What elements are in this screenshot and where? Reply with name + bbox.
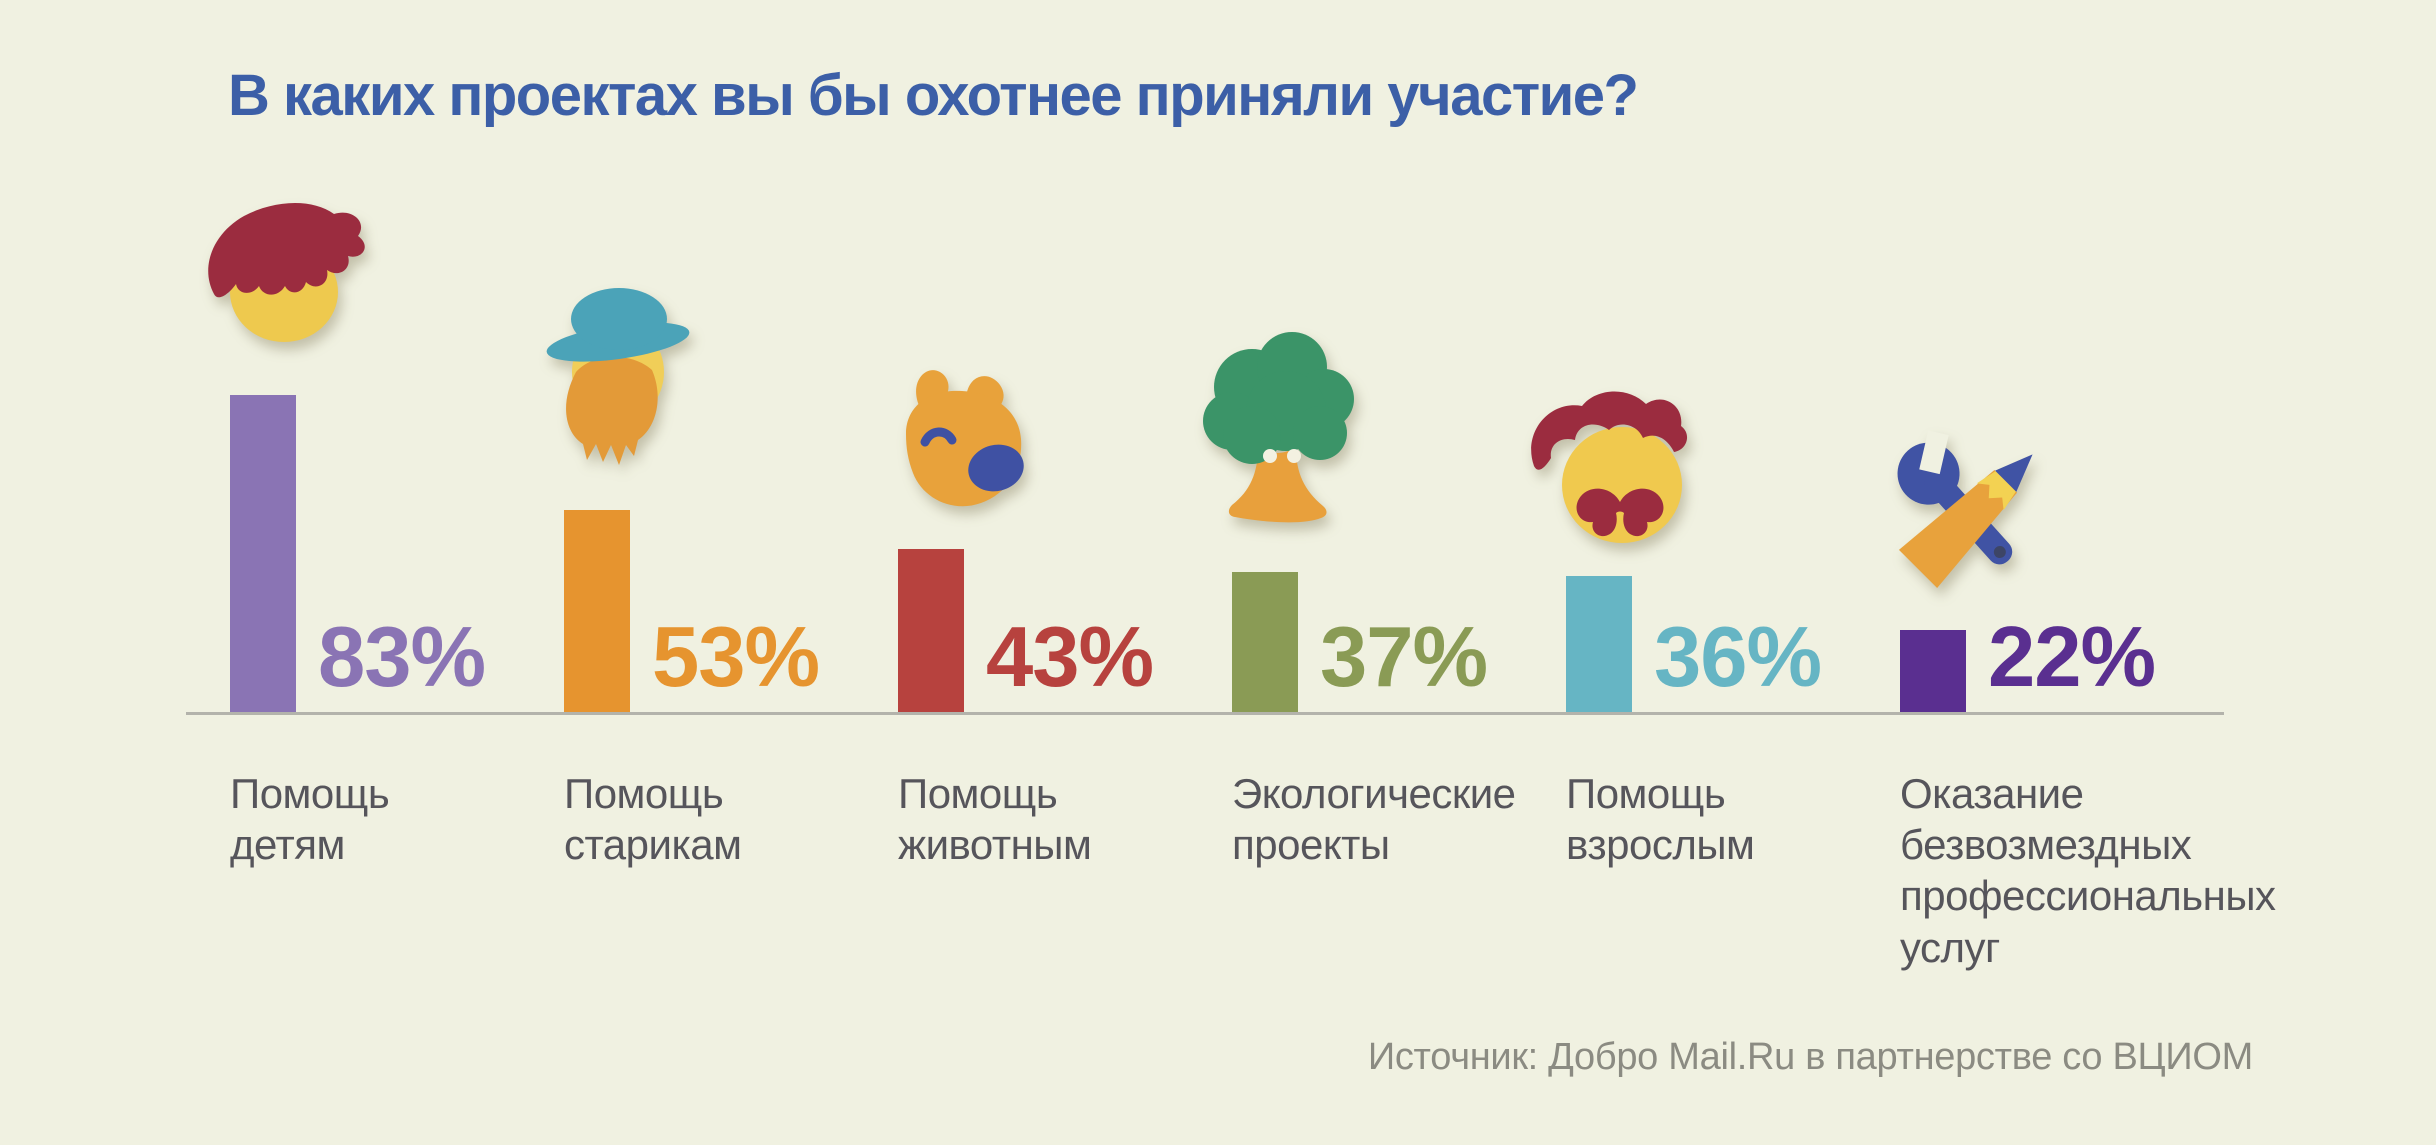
bar-value: 43%: [986, 610, 1154, 705]
bar-value: 37%: [1320, 610, 1488, 705]
category-label: Экологические проекты: [1232, 770, 1516, 869]
tree-icon: [1203, 332, 1354, 523]
category-label: Оказание безвозмездных профессиональных …: [1900, 770, 2276, 971]
chart-column: 22% Оказание безвозмездных профессиональ…: [1897, 0, 2360, 1145]
chart-column: 37% Экологические проекты: [1203, 0, 1566, 1145]
bar-value: 53%: [652, 610, 820, 705]
adult-head-icon: [1531, 391, 1688, 543]
dog-head-icon: [906, 370, 1024, 507]
chart-column: 53% Помощь старикам: [546, 0, 898, 1145]
category-label: Помощь старикам: [564, 770, 742, 869]
source-attribution: Источник: Добро Mail.Ru в партнерстве со…: [1367, 1036, 2253, 1078]
elder-head-icon: [546, 288, 690, 465]
wrench-pencil-icon: [1897, 430, 2033, 589]
bar: [564, 510, 630, 714]
bar: [1232, 571, 1298, 714]
bar-value: 83%: [318, 610, 486, 705]
bar-value: 36%: [1654, 610, 1822, 705]
chart-column: 36% Помощь взрослым: [1531, 0, 1900, 1145]
chart-title: В каких проектах вы бы охотнее приняли у…: [228, 63, 1639, 128]
bar: [1566, 575, 1632, 714]
category-label: Помощь взрослым: [1566, 770, 1755, 869]
axis-line: [186, 712, 2224, 715]
category-label: Помощь детям: [230, 770, 390, 869]
chart-column: 43% Помощь животным: [898, 0, 1232, 1145]
bar: [898, 548, 964, 714]
category-label: Помощь животным: [898, 770, 1092, 869]
child-head-icon: [208, 202, 365, 342]
chart-column: 83% Помощь детям: [208, 0, 564, 1145]
bar: [230, 395, 296, 714]
bar: [1900, 629, 1966, 714]
bar-value: 22%: [1988, 610, 2156, 705]
